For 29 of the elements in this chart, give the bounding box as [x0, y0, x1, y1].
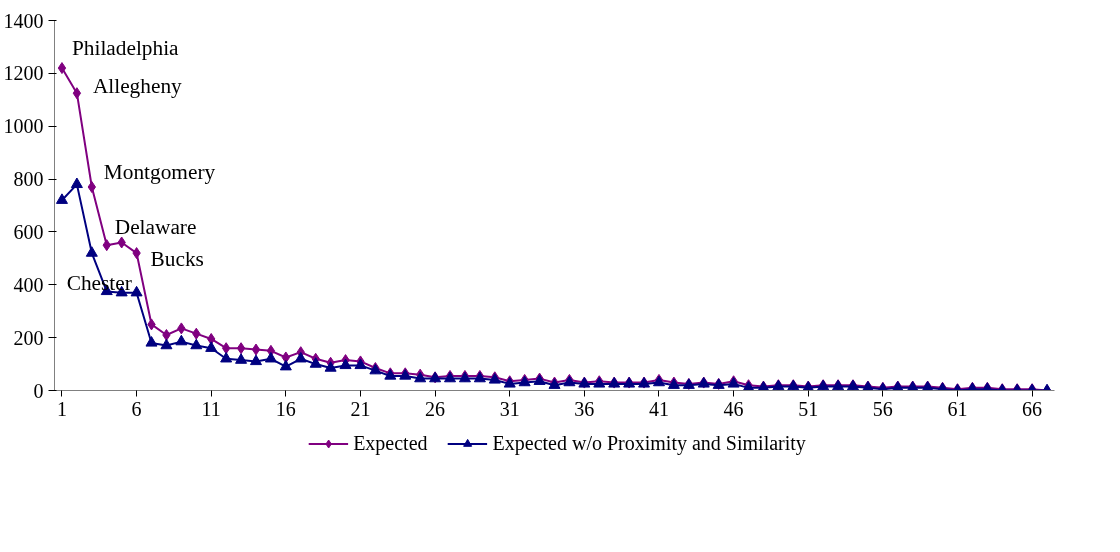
x-tick-label: 51	[798, 397, 819, 420]
y-tick-label: 400	[13, 273, 44, 296]
x-tick-label: 36	[574, 397, 595, 420]
x-tick-label: 41	[648, 397, 669, 420]
legend-label: Expected	[353, 431, 428, 455]
x-tick-label: 6	[131, 397, 142, 420]
x-tick-label: 31	[499, 397, 520, 420]
legend-label: Expected w/o Proximity and Similarity	[492, 431, 806, 455]
x-tick-label: 26	[425, 397, 446, 420]
x-tick-label: 11	[201, 397, 221, 420]
y-tick-label: 1400	[3, 9, 44, 32]
x-tick-label: 61	[947, 397, 968, 420]
x-tick-label: 46	[723, 397, 744, 420]
y-tick-label: 1000	[3, 115, 44, 138]
y-tick-label: 200	[13, 326, 44, 349]
annotation: Bucks	[150, 247, 204, 272]
x-tick-label: 56	[872, 397, 893, 420]
x-tick-label: 1	[56, 397, 67, 420]
y-tick-label: 0	[33, 379, 44, 402]
annotation: Montgomery	[103, 160, 216, 184]
x-tick-label: 66	[1022, 397, 1043, 420]
annotation: Philadelphia	[71, 36, 180, 61]
x-tick-label: 21	[350, 397, 371, 420]
y-tick-label: 600	[13, 220, 44, 243]
y-tick-label: 800	[13, 168, 44, 191]
x-tick-label: 16	[275, 397, 296, 420]
y-tick-label: 1200	[3, 62, 44, 85]
annotation: Allegheny	[92, 74, 183, 99]
annotation: Delaware	[114, 215, 197, 240]
